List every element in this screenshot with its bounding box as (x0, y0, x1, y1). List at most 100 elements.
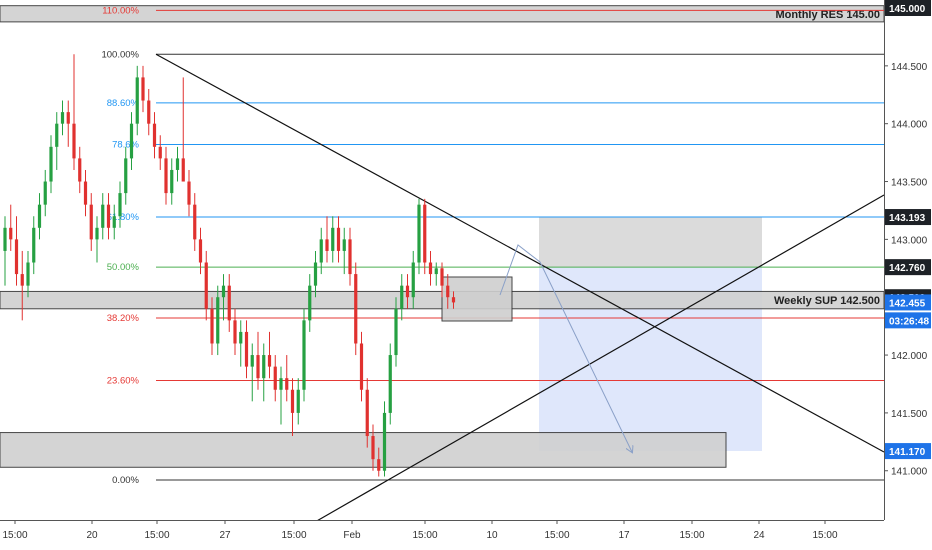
time-tick-label: 15:00 (544, 530, 569, 541)
candle-body (244, 331, 249, 367)
candle-body (342, 239, 346, 251)
price-tag-label: 142.455 (889, 298, 926, 309)
candle-body (434, 268, 438, 275)
price-tag-label: 145.000 (889, 4, 926, 15)
candle-body (60, 112, 65, 124)
candle-body (129, 123, 134, 159)
descending-trendline (155, 53, 885, 453)
candle-body (175, 158, 180, 170)
candle-body (371, 436, 375, 460)
candle-body (83, 181, 88, 205)
candle-body (216, 297, 220, 344)
price-tag-box (885, 0, 931, 16)
candle-body (112, 216, 116, 228)
time-tick-label: 15:00 (281, 530, 306, 541)
candle-body (233, 320, 237, 344)
fib-label: 100.00% (101, 49, 139, 60)
candle-body (428, 262, 433, 275)
candle-body (124, 158, 128, 194)
zone-label: Weekly SUP 142.500 (774, 295, 880, 307)
candle-body (388, 355, 392, 413)
candle-body (9, 227, 13, 240)
candle-body (285, 378, 289, 390)
projection-arrow (499, 244, 632, 452)
candle-body (256, 355, 260, 379)
zone-rect-2 (0, 432, 727, 468)
candle-body (239, 331, 243, 344)
candle-body (400, 285, 404, 309)
price-tick-label: 141.000 (891, 467, 928, 478)
candle-body (354, 274, 358, 344)
time-tick-label: 15:00 (144, 530, 169, 541)
candle-body (158, 146, 162, 159)
candle-body (296, 389, 300, 413)
candle-body (227, 285, 231, 321)
price-tag-label: 143.193 (889, 213, 926, 224)
candle-body (446, 285, 450, 298)
candle-body (95, 227, 99, 240)
price-tick-label: 144.000 (891, 120, 928, 131)
price-tag-box (885, 443, 931, 460)
fib-label: 61.80% (107, 212, 140, 223)
time-tick-label: 24 (753, 530, 765, 541)
time-tick-label: 15:00 (2, 530, 27, 541)
candle-body (262, 355, 266, 379)
time-tick-label: 17 (618, 530, 630, 541)
time-tick-label: 27 (219, 530, 231, 541)
candle-body (382, 412, 387, 471)
candle-body (365, 389, 369, 437)
candle-body (193, 204, 197, 240)
candle-body (204, 262, 208, 309)
fib-label: 50.00% (107, 262, 140, 273)
candle-body (336, 227, 341, 251)
fib-label: 0.00% (112, 475, 139, 486)
candle-body (32, 227, 36, 263)
candle-body (210, 308, 214, 344)
candle-body (141, 77, 145, 101)
candle-body (101, 204, 105, 228)
candle-body (152, 123, 157, 147)
fib-label: 23.60% (107, 376, 140, 387)
candle-body (118, 193, 122, 217)
price-tag-box (885, 312, 931, 329)
candle-body (325, 239, 329, 251)
candle-body (43, 181, 47, 205)
price-tick-label: 142.000 (891, 351, 928, 362)
price-tick-label: 144.500 (891, 62, 928, 73)
candle-body (66, 112, 70, 124)
price-tag-label: 141.170 (889, 447, 926, 458)
candle-body (198, 239, 203, 263)
candle-body (302, 320, 306, 390)
candle-body (273, 366, 277, 390)
time-tick-label: Feb (343, 530, 361, 541)
candle-body (135, 77, 139, 124)
price-tick-label: 143.500 (891, 178, 928, 189)
candle-body (26, 262, 30, 286)
candle-body (417, 204, 421, 263)
candle-body (170, 169, 174, 194)
time-tick-label: 15:00 (412, 530, 437, 541)
candle-body (331, 227, 335, 251)
time-tick-label: 20 (86, 530, 98, 541)
candle-body (290, 389, 295, 413)
candle-body (181, 158, 185, 182)
target-zone-box (539, 217, 762, 267)
candle-body (72, 123, 76, 159)
candle-body (147, 100, 151, 124)
price-tags-layer: 145.000143.193142.760142.500142.45503:26… (885, 0, 931, 460)
candle-body (319, 239, 323, 263)
candle-body (106, 204, 111, 228)
candle-body (405, 285, 410, 298)
candle-body (411, 262, 415, 298)
candle-body (394, 308, 398, 356)
candle-body (279, 378, 283, 390)
candle-body (164, 158, 168, 194)
candle-body (313, 262, 318, 286)
candle-body (348, 239, 352, 275)
fib-label: 110.00% (102, 5, 139, 16)
candle-body (20, 274, 24, 286)
fib-label: 88.60% (107, 98, 140, 109)
fib-label: 78.6% (112, 140, 139, 151)
